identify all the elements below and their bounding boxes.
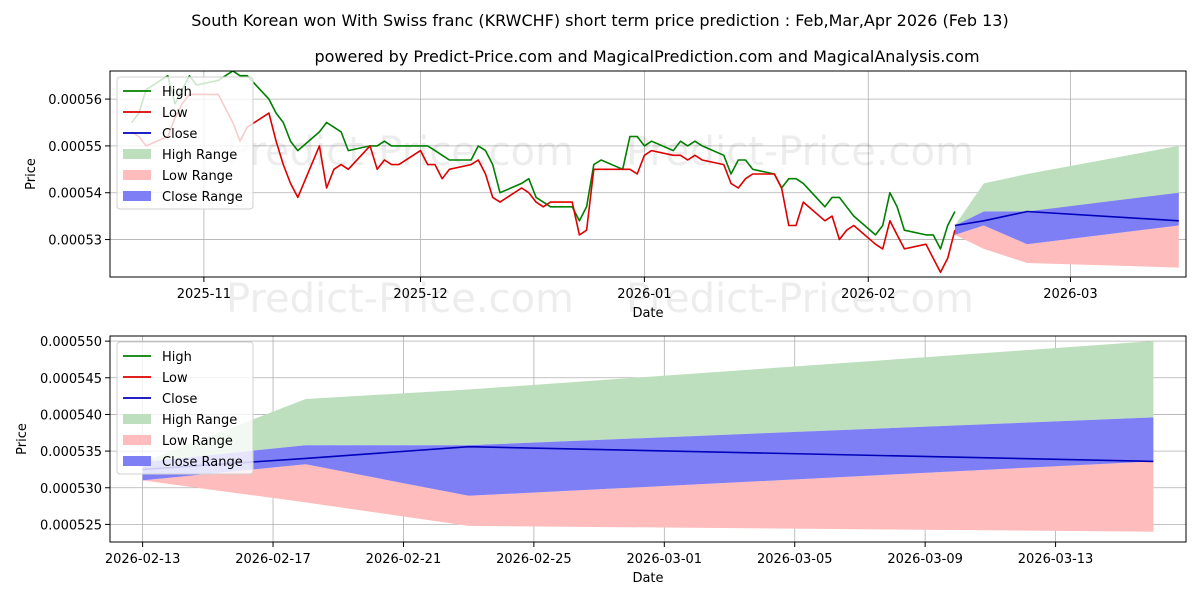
top-panel: Predict-Price.com Predict-Price.com Predic… xyxy=(24,70,1187,322)
legend-label: Low xyxy=(162,106,188,121)
legend-label: High Range xyxy=(162,413,237,428)
bottom-axes-frame xyxy=(109,335,1187,543)
top-x-axis-label: Date xyxy=(632,306,663,321)
legend-swatch-patch xyxy=(123,191,151,201)
top-low-line xyxy=(131,93,956,274)
bottom-plot-area xyxy=(142,341,1154,532)
bottom-x-tick-label: 2026-02-21 xyxy=(366,552,442,567)
chart-title: South Korean won With Swiss franc (KRWCH… xyxy=(191,11,1008,30)
watermark-text: Predict-Price.com xyxy=(226,129,574,175)
top-legend: High Low Close High Range Low Range Close Ran… xyxy=(116,76,254,210)
top-y-tick-label: 0.00053 xyxy=(48,234,102,249)
bottom-x-tick-label: 2026-02-25 xyxy=(496,552,572,567)
bottom-y-tick-label: 0.000545 xyxy=(40,372,102,387)
bottom-close-range-band xyxy=(142,417,1154,496)
bottom-y-tick-label: 0.000550 xyxy=(40,335,102,350)
watermark-text: Predict-Price.com xyxy=(626,129,974,175)
top-x-tick-label: 2025-12 xyxy=(393,287,447,302)
chart-subtitle: powered by Predict-Price.com and Magical… xyxy=(314,47,979,66)
top-plot-area xyxy=(131,71,1179,274)
top-high-range-band xyxy=(954,145,1179,226)
top-x-tick-label: 2026-03 xyxy=(1043,287,1097,302)
legend-swatch-patch xyxy=(123,435,151,445)
top-x-tick-label: 2026-02 xyxy=(841,287,895,302)
top-y-axis-label: Price xyxy=(24,158,39,190)
bottom-panel: Predict-Price.comPredict-Price.com2026-0… xyxy=(15,335,1187,586)
bottom-high-range-band xyxy=(142,341,1154,463)
legend-label: Close Range xyxy=(162,190,243,205)
top-x-tick-label: 2026-01 xyxy=(617,287,671,302)
legend-swatch-patch xyxy=(123,170,151,180)
top-high-line xyxy=(131,71,956,250)
top-close-range-band xyxy=(954,192,1179,245)
watermark-text: Predict-Price.com xyxy=(626,276,974,322)
top-y-tick-label: 0.00056 xyxy=(48,93,102,108)
top-low-range-band xyxy=(954,225,1179,268)
legend-label: Low xyxy=(162,371,188,386)
top-close-line xyxy=(954,210,1179,227)
bottom-x-axis-label: Date xyxy=(632,571,663,586)
bottom-y-tick-label: 0.000540 xyxy=(40,408,102,423)
bottom-x-tick-label: 2026-03-05 xyxy=(757,552,833,567)
legend-label: Low Range xyxy=(162,169,233,184)
legend-label: Close xyxy=(162,127,197,142)
legend-label: High xyxy=(162,85,192,100)
legend-swatch-patch xyxy=(123,456,151,466)
bottom-x-tick-label: 2026-03-13 xyxy=(1018,552,1094,567)
bottom-y-tick-label: 0.000535 xyxy=(40,445,102,460)
top-y-tick-label: 0.00055 xyxy=(48,140,102,155)
legend-swatch-patch xyxy=(123,414,151,424)
top-x-tick-label: 2025-11 xyxy=(177,287,231,302)
bottom-low-range-band xyxy=(142,461,1154,532)
bottom-x-tick-label: 2026-02-13 xyxy=(105,552,181,567)
legend-label: Close xyxy=(162,392,197,407)
bottom-y-axis-label: Price xyxy=(15,423,30,455)
legend-label: Close Range xyxy=(162,455,243,470)
legend-label: High Range xyxy=(162,148,237,163)
legend-label: Low Range xyxy=(162,434,233,449)
top-axes-frame xyxy=(109,70,1187,278)
bottom-x-tick-label: 2026-03-09 xyxy=(887,552,963,567)
bottom-x-tick-label: 2026-03-01 xyxy=(627,552,703,567)
legend-swatch-patch xyxy=(123,149,151,159)
bottom-y-tick-label: 0.000525 xyxy=(40,518,102,533)
watermark-text: Predict-Price.com xyxy=(226,276,574,322)
bottom-x-tick-label: 2026-02-17 xyxy=(235,552,311,567)
top-y-tick-label: 0.00054 xyxy=(48,187,102,202)
legend-label: High xyxy=(162,350,192,365)
bottom-legend: High Low Close High Range Low Range Close Ran… xyxy=(116,341,254,475)
bottom-y-tick-label: 0.000530 xyxy=(40,482,102,497)
